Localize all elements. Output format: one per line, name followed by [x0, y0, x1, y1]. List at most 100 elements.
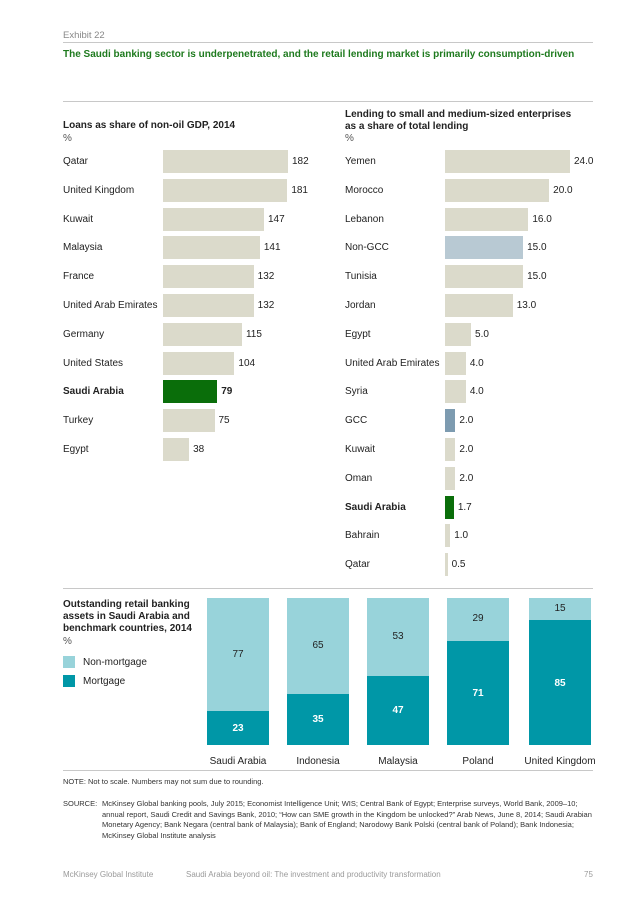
- footer-publisher: McKinsey Global Institute: [63, 870, 154, 879]
- sme-bar-non-gcc: [445, 236, 524, 260]
- sme-value-egypt: 5.0: [475, 328, 489, 340]
- loans-bar-france: [163, 265, 254, 289]
- sme-value-jordan: 13.0: [516, 300, 537, 311]
- section-rule: [63, 588, 593, 589]
- loans-bar-qatar: [163, 150, 288, 173]
- loans-bar-turkey: [163, 409, 215, 433]
- retail-mortgage-saudi-arabia: [207, 711, 269, 745]
- source-label: SOURCE:: [63, 799, 98, 808]
- loans-category-turkey: Turkey: [63, 415, 94, 427]
- loans-category-qatar: Qatar: [63, 156, 89, 167]
- sme-category-kuwait: Kuwait: [345, 444, 376, 455]
- sme-value-tunisia: 15.0: [527, 271, 547, 283]
- sme-category-egypt: Egypt: [345, 328, 371, 340]
- sme-value-non-gcc: 15.0: [527, 242, 547, 254]
- loans-value-united-arab-emirates: 132: [257, 300, 275, 311]
- loans-chart-unit: %: [63, 133, 72, 144]
- loans-bar-saudi-arabia: [163, 380, 218, 404]
- retail-category-united-kingdom: United Kingdom: [524, 756, 596, 767]
- sme-category-morocco: Morocco: [345, 184, 384, 196]
- sme-bar-qatar: [445, 553, 448, 577]
- legend-non-mortgage-swatch: [63, 656, 75, 668]
- sme-bar-united-arab-emirates: [445, 351, 466, 375]
- retail-non-mortgage-label-united-kingdom: 15: [554, 603, 566, 615]
- exhibit-headline: The Saudi banking sector is underpenetra…: [63, 49, 575, 60]
- sme-value-gcc: 2.0: [459, 415, 474, 427]
- sme-value-morocco: 20.0: [553, 184, 573, 196]
- sme-value-kuwait: 2.0: [459, 444, 474, 455]
- sme-category-jordan: Jordan: [345, 300, 376, 311]
- loans-bar-egypt: [163, 438, 190, 461]
- exhibit-label: Exhibit 22: [63, 30, 105, 41]
- loans-value-egypt: 38: [193, 444, 205, 455]
- sme-bar-kuwait: [445, 438, 456, 461]
- sme-category-qatar: Qatar: [345, 559, 371, 571]
- sme-bar-tunisia: [445, 265, 524, 289]
- legend-mortgage-swatch: [63, 675, 75, 687]
- loans-value-qatar: 182: [292, 156, 309, 167]
- source-text: McKinsey Global banking pools, July 2015…: [102, 799, 592, 840]
- retail-category-saudi-arabia: Saudi Arabia: [209, 756, 267, 767]
- loans-bar-kuwait: [163, 207, 264, 231]
- loans-category-united-states: United States: [63, 357, 124, 369]
- retail-non-mortgage-malaysia: [367, 598, 429, 676]
- legend-non-mortgage-label: Non-mortgage: [83, 657, 147, 668]
- sme-value-oman: 2.0: [459, 472, 474, 484]
- loans-value-france: 132: [257, 271, 275, 283]
- top-rule: [63, 42, 593, 43]
- loans-chart-title: Loans as share of non-oil GDP, 2014: [63, 120, 236, 131]
- sme-bar-saudi-arabia: [445, 495, 454, 519]
- retail-mortgage-malaysia: [367, 675, 429, 745]
- sme-category-yemen: Yemen: [345, 156, 376, 167]
- sme-bar-morocco: [445, 178, 550, 202]
- retail-category-indonesia: Indonesia: [296, 756, 340, 767]
- loans-bar-germany: [163, 322, 242, 346]
- sme-bar-syria: [445, 380, 466, 404]
- sme-bar-yemen: [445, 150, 570, 173]
- sme-value-united-arab-emirates: 4.0: [469, 357, 484, 369]
- sme-bar-bahrain: [445, 524, 451, 548]
- retail-non-mortgage-united-kingdom: [529, 598, 591, 621]
- retail-non-mortgage-label-saudi-arabia: 77: [232, 648, 244, 660]
- retail-non-mortgage-label-malaysia: 53: [392, 630, 404, 642]
- loans-value-united-states: 104: [238, 357, 256, 369]
- loans-bar-united-states: [163, 351, 235, 375]
- retail-mortgage-label-poland: 71: [472, 687, 484, 699]
- sme-chart-title: Lending to small and medium-sized enterp…: [345, 109, 572, 132]
- loans-value-malaysia: 141: [263, 242, 281, 254]
- retail-mortgage-united-kingdom: [529, 620, 591, 745]
- sme-category-united-arab-emirates: United Arab Emirates: [345, 357, 440, 369]
- sme-bar-egypt: [445, 322, 472, 346]
- sme-value-saudi-arabia: 1.7: [457, 501, 472, 513]
- loans-value-turkey: 75: [218, 415, 230, 427]
- sme-category-lebanon: Lebanon: [345, 213, 384, 225]
- sme-category-gcc: GCC: [345, 415, 368, 427]
- loans-value-saudi-arabia: 79: [221, 386, 233, 398]
- sme-bar-gcc: [445, 409, 456, 433]
- sme-category-saudi-arabia: Saudi Arabia: [345, 501, 406, 513]
- bottom-rule: [63, 770, 593, 771]
- sme-value-lebanon: 16.0: [532, 213, 552, 225]
- loans-bar-malaysia: [163, 236, 260, 260]
- loans-category-united-arab-emirates: United Arab Emirates: [63, 300, 158, 311]
- loans-category-saudi-arabia: Saudi Arabia: [63, 386, 124, 398]
- retail-chart-unit: %: [63, 636, 72, 647]
- sme-bar-lebanon: [445, 207, 529, 231]
- sme-value-qatar: 0.5: [451, 559, 466, 571]
- loans-value-united-kingdom: 181: [291, 184, 308, 196]
- sme-category-non-gcc: Non-GCC: [345, 242, 389, 254]
- retail-mortgage-label-saudi-arabia: 23: [232, 723, 244, 735]
- loans-category-malaysia: Malaysia: [63, 242, 103, 254]
- footer-report-title: Saudi Arabia beyond oil: The investment …: [186, 870, 441, 879]
- sme-category-bahrain: Bahrain: [345, 530, 380, 542]
- retail-mortgage-label-indonesia: 35: [312, 714, 324, 726]
- note: NOTE: Not to scale. Numbers may not sum …: [63, 777, 264, 786]
- retail-mortgage-poland: [447, 640, 509, 745]
- retail-non-mortgage-saudi-arabia: [207, 598, 269, 712]
- retail-category-poland: Poland: [462, 756, 494, 767]
- headline-rule: [63, 101, 593, 102]
- loans-category-united-kingdom: United Kingdom: [63, 184, 135, 196]
- sme-category-oman: Oman: [345, 472, 373, 484]
- loans-category-france: France: [63, 271, 95, 283]
- source-block: SOURCE: McKinsey Global banking pools, J…: [63, 799, 598, 841]
